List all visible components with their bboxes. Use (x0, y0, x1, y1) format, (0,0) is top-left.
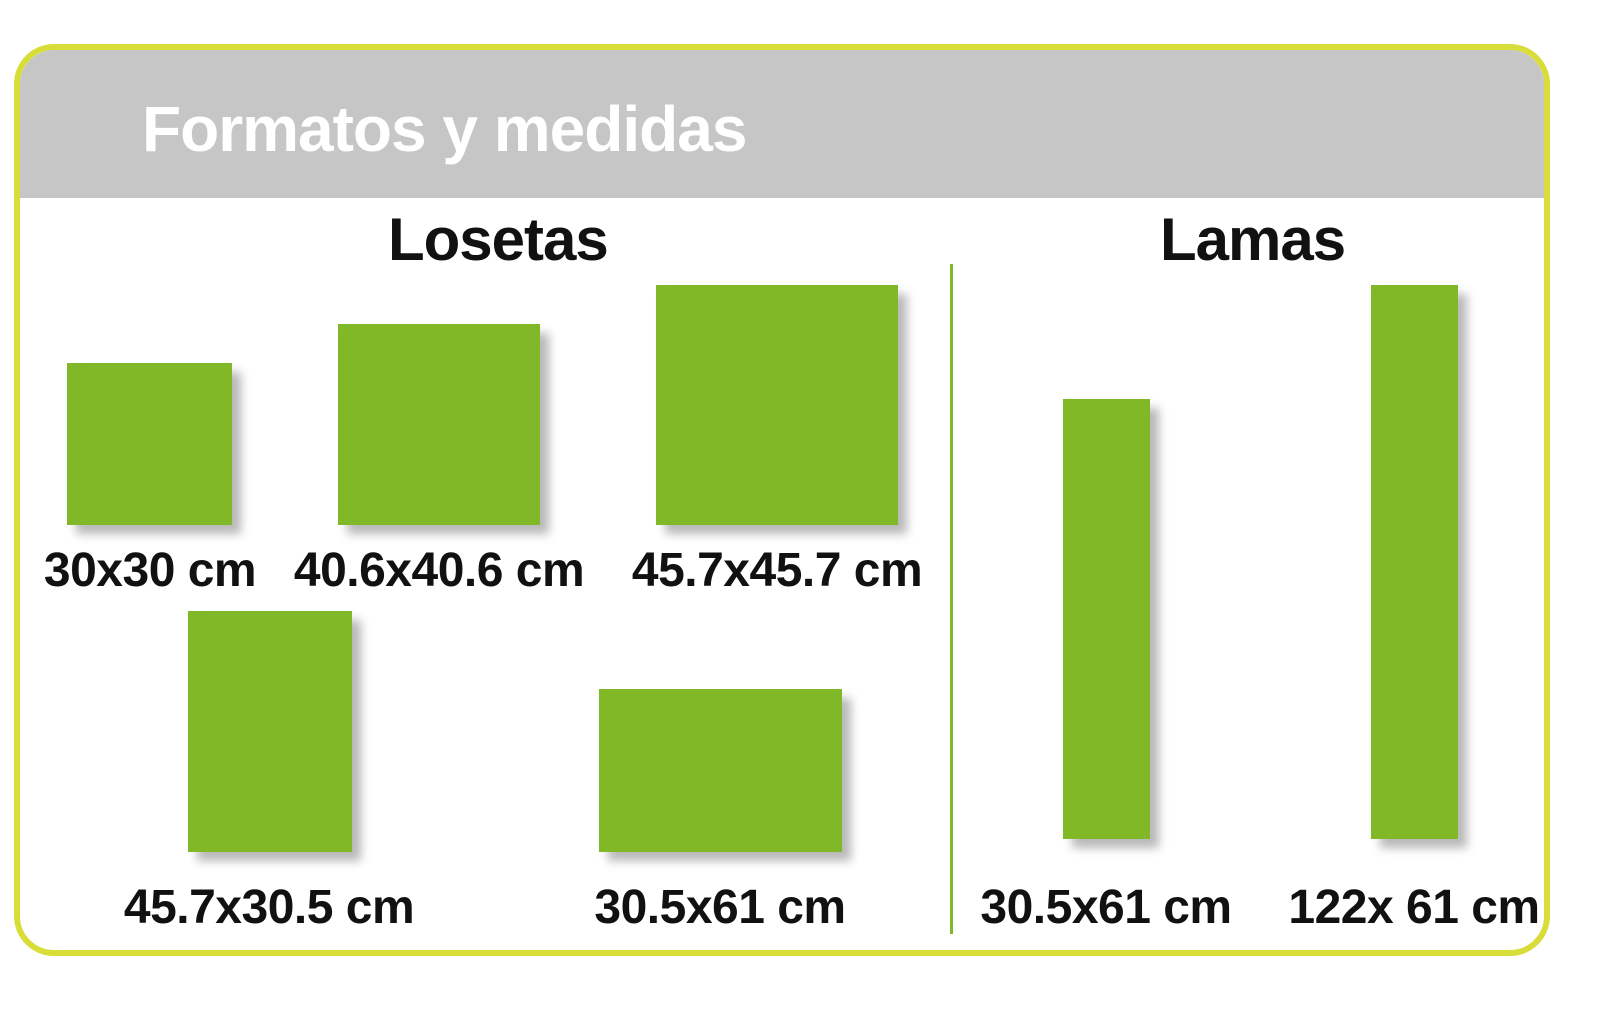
header-band: Formatos y medidas (20, 50, 1544, 198)
lama-122x61 (1371, 285, 1458, 839)
tile-45x45 (656, 285, 898, 525)
section-divider (950, 264, 953, 934)
section-title-lamas: Lamas (1160, 206, 1346, 273)
lama-30x61 (1063, 399, 1150, 839)
tile-label-30x30: 30x30 cm (43, 544, 257, 597)
lama-label-122x61: 122x 61 cm (1288, 881, 1540, 934)
tile-label-45x30: 45.7x30.5 cm (123, 881, 415, 934)
tile-label-30x61: 30.5x61 cm (594, 881, 846, 934)
tile-label-40x40: 40.6x40.6 cm (293, 544, 585, 597)
tile-40x40 (338, 324, 540, 525)
lama-label-30x61: 30.5x61 cm (980, 881, 1232, 934)
section-title-losetas: Losetas (388, 206, 609, 273)
tile-45x30 (188, 611, 352, 852)
tile-label-45x45: 45.7x45.7 cm (631, 544, 923, 597)
tile-30x30 (67, 363, 232, 525)
tile-30x61 (599, 689, 842, 852)
page-title: Formatos y medidas (142, 93, 747, 165)
